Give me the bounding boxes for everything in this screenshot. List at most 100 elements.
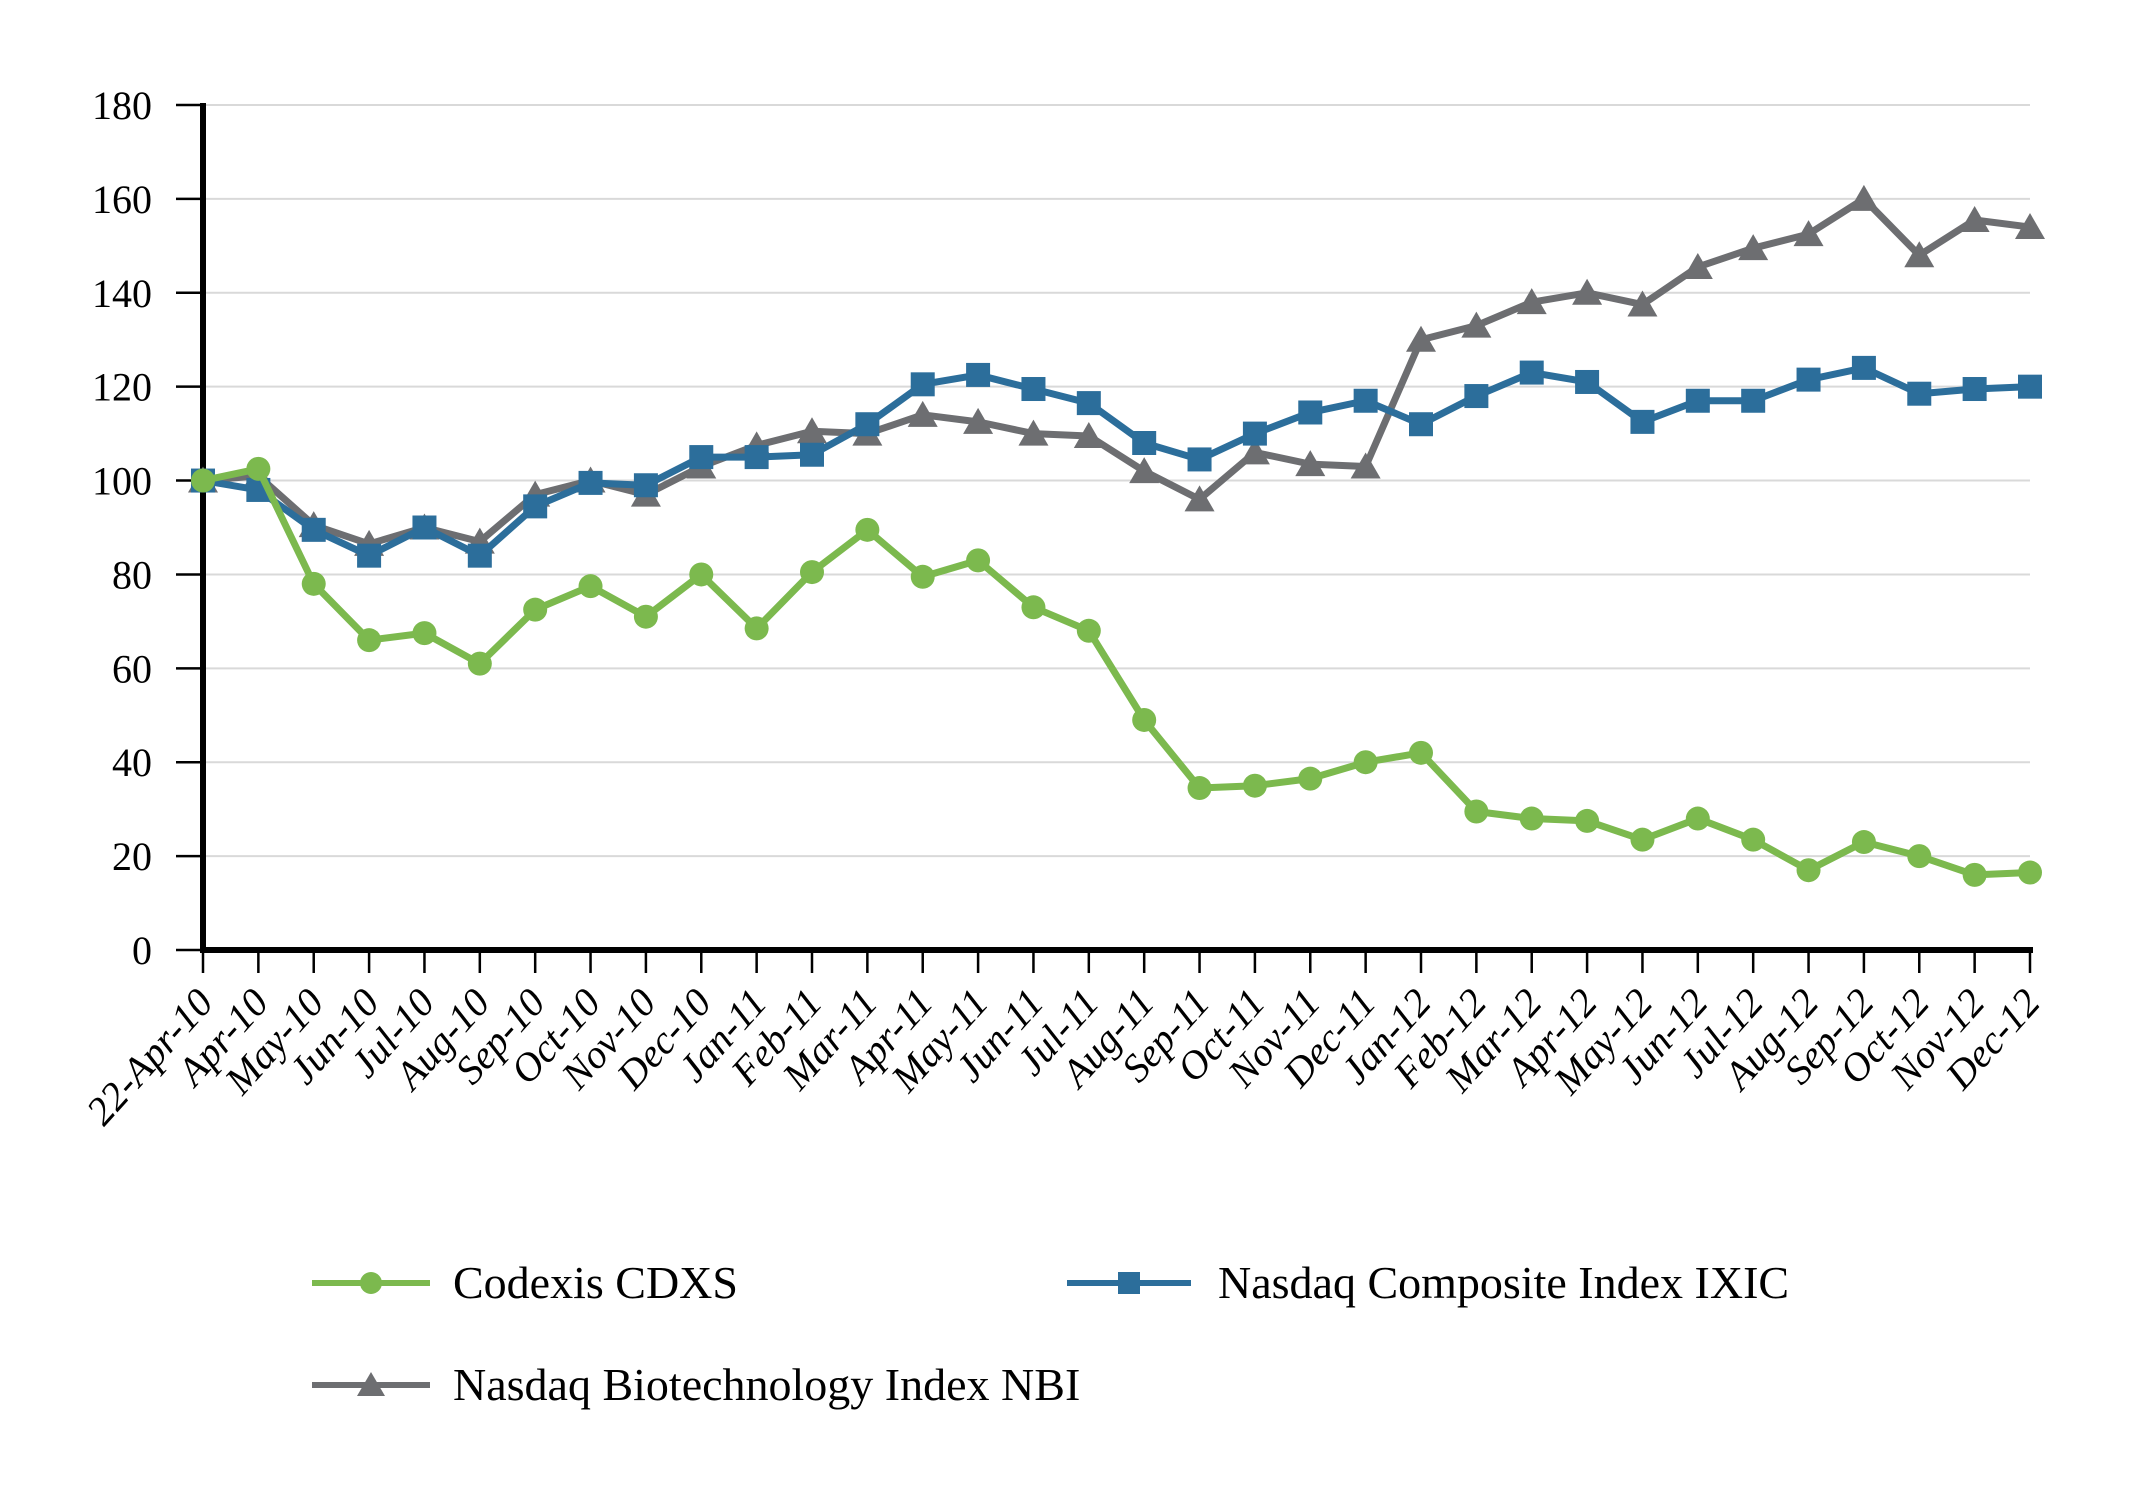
data-point-circle [1741, 827, 1766, 852]
data-point-triangle [1572, 278, 1603, 305]
data-point-circle [800, 560, 824, 585]
legend-label-codexis: Codexis CDXS [453, 1257, 738, 1308]
data-point-triangle [1350, 452, 1381, 479]
data-point-triangle [1904, 241, 1935, 268]
data-point-square [633, 473, 658, 498]
data-point-circle [1575, 808, 1600, 833]
data-point-circle [1519, 806, 1544, 831]
data-point-circle [1021, 595, 1046, 620]
data-point-circle [855, 517, 880, 542]
data-point-circle [1298, 766, 1323, 791]
data-point-circle [1796, 858, 1821, 883]
data-point-square [523, 494, 548, 519]
data-point-square [744, 445, 769, 470]
data-point-triangle [1461, 311, 1492, 338]
data-point-triangle [1627, 290, 1658, 317]
data-point-triangle [1406, 325, 1436, 352]
data-point-circle [1685, 806, 1710, 831]
data-point-triangle [1295, 450, 1326, 477]
y-tick-label: 140 [92, 271, 152, 316]
legend-marker-square-icon [1067, 1272, 1191, 1294]
series-line-circle [202, 465, 2031, 879]
data-point-circle [1409, 740, 1433, 765]
data-point-square [1187, 447, 1212, 472]
data-point-circle [1132, 707, 1157, 732]
legend-item-nasdaq-biotech: Nasdaq Biotechnology Index NBI [310, 1359, 1081, 1410]
data-point-circle [1962, 862, 1987, 887]
data-point-circle [1187, 776, 1212, 801]
data-point-circle [689, 562, 714, 587]
data-point-triangle [1129, 457, 1160, 484]
y-tick-label: 0 [132, 928, 152, 973]
data-point-circle [910, 564, 935, 589]
data-point-circle [412, 621, 437, 646]
data-point-square [1021, 377, 1046, 402]
data-point-triangle [1848, 184, 1879, 211]
data-point-square [1409, 412, 1433, 437]
data-point-square [578, 470, 603, 495]
data-point-square [1630, 409, 1655, 434]
y-tick-label: 180 [92, 83, 152, 128]
data-point-circle [1242, 773, 1267, 798]
data-point-square [910, 372, 935, 397]
data-point-square [1962, 377, 1987, 402]
data-point-circle [744, 616, 769, 641]
legend-marker-circle-icon [312, 1272, 430, 1294]
data-point-square [357, 543, 382, 568]
data-point-triangle [1738, 234, 1769, 261]
y-tick-label: 80 [112, 552, 152, 597]
data-point-triangle [797, 417, 827, 444]
data-point-circle [523, 597, 548, 622]
data-point-triangle [907, 400, 938, 427]
legend-marker-triangle-icon [312, 1372, 430, 1396]
data-point-circle [246, 456, 271, 481]
data-point-circle [1464, 799, 1489, 824]
legend-label-nasdaq-biotech: Nasdaq Biotechnology Index NBI [453, 1359, 1081, 1410]
data-point-square [1685, 388, 1710, 413]
data-point-square [467, 543, 492, 568]
data-point-square [1907, 381, 1932, 406]
data-point-triangle [1239, 438, 1270, 465]
data-point-circle [191, 468, 215, 493]
data-point-square [855, 412, 880, 437]
data-point-triangle [2015, 213, 2045, 240]
data-point-circle [2018, 860, 2042, 885]
data-point-triangle [963, 407, 994, 434]
data-point-circle [301, 571, 326, 596]
series-line-triangle [202, 195, 2031, 548]
data-point-square [689, 445, 714, 470]
data-point-triangle [1184, 485, 1215, 512]
data-point-square [1575, 369, 1600, 394]
data-point-square [1353, 388, 1378, 413]
data-point-triangle [1018, 419, 1049, 446]
data-point-circle [1353, 750, 1378, 775]
legend: Codexis CDXS Nasdaq Composite Index IXIC… [0, 0, 2133, 1408]
data-point-triangle [1516, 288, 1547, 315]
data-point-circle [357, 628, 382, 653]
data-point-square [2018, 374, 2042, 399]
data-point-square [1796, 367, 1821, 392]
y-tick-label: 100 [92, 459, 152, 504]
data-point-triangle [1793, 220, 1824, 247]
data-point-circle [1851, 830, 1876, 855]
data-point-circle [467, 651, 492, 676]
data-point-square [301, 517, 326, 542]
data-point-circle [633, 604, 658, 629]
data-point-circle [578, 574, 603, 599]
data-point-triangle [1073, 421, 1104, 448]
legend-item-nasdaq-composite: Nasdaq Composite Index IXIC [1065, 1260, 1789, 1306]
legend-item-codexis: Codexis CDXS [310, 1257, 738, 1308]
series-line-square [202, 364, 2031, 560]
data-point-square [1076, 391, 1101, 416]
y-tick-label: 20 [112, 834, 152, 879]
data-point-square [1464, 384, 1489, 409]
data-point-square [1851, 355, 1876, 380]
data-point-square [800, 442, 824, 467]
data-point-square [966, 362, 991, 387]
y-tick-label: 60 [112, 646, 152, 691]
y-tick-label: 40 [112, 740, 152, 785]
data-point-square [1298, 400, 1323, 425]
data-point-circle [966, 548, 991, 573]
data-point-square [1519, 360, 1544, 385]
